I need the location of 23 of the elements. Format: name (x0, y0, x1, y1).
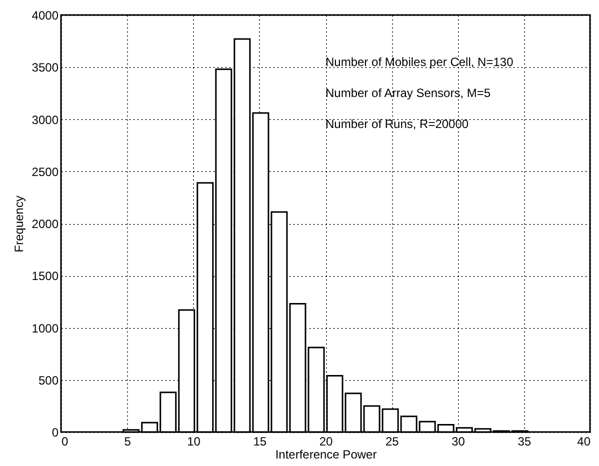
x-tick-label: 25 (385, 434, 400, 448)
y-tick-label: 0 (52, 426, 59, 440)
y-tick-label: 1500 (32, 269, 59, 284)
x-tick-label: 15 (253, 434, 267, 448)
annotation: Number of Runs, R=20000 (326, 117, 469, 131)
x-tick-label: 30 (452, 434, 466, 448)
y-tick-label: 1000 (32, 321, 59, 336)
y-tick-label: 500 (38, 373, 59, 388)
y-tick-label: 4000 (32, 8, 59, 22)
annotation: Number of Mobiles per Cell, N=130 (326, 55, 514, 69)
x-tick-label: 0 (62, 434, 68, 448)
y-tick-label: 2500 (32, 164, 59, 179)
y-axis-title: Frequency (12, 196, 26, 252)
x-tick-label: 10 (187, 434, 201, 448)
x-tick-label: 40 (577, 434, 591, 448)
x-axis-title: Interference Power (275, 448, 377, 462)
x-tick-label: 35 (518, 434, 532, 448)
y-tick-label: 3500 (32, 60, 59, 75)
x-tick-label: 5 (124, 434, 132, 448)
annotation: Number of Array Sensors, M=5 (326, 86, 491, 100)
x-tick-label: 20 (319, 434, 333, 448)
y-tick-label: 3000 (32, 112, 59, 127)
y-tick-label: 2000 (32, 217, 59, 231)
